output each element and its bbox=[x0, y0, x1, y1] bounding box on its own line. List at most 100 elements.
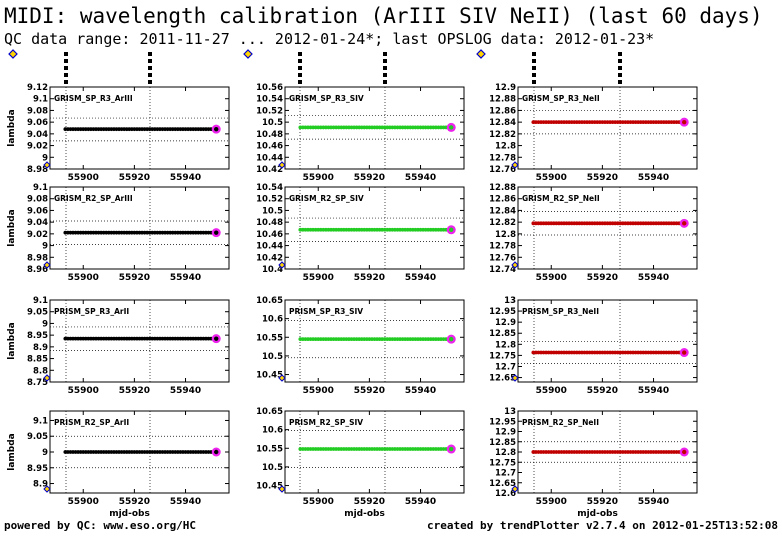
last-data-point-core bbox=[682, 350, 687, 355]
y-tick-label: 10.46 bbox=[256, 142, 283, 152]
panel-label: GRISM_R2_SP_SIV bbox=[289, 194, 364, 203]
last-data-point-core bbox=[449, 446, 454, 452]
y-tick-label: 10.5 bbox=[262, 352, 283, 362]
y-tick-label: 10.42 bbox=[256, 253, 283, 263]
y-tick-label: 12.84 bbox=[489, 118, 516, 128]
top-tick-marker bbox=[64, 80, 68, 84]
y-tick-label: 9 bbox=[42, 319, 48, 329]
x-tick-label: 55940 bbox=[638, 497, 669, 507]
x-tick-label: 55940 bbox=[170, 386, 201, 396]
plot-frame bbox=[49, 186, 230, 270]
x-tick-label: 55900 bbox=[68, 273, 99, 283]
y-tick-label: 8.85 bbox=[27, 355, 48, 365]
y-tick-label: 10.52 bbox=[256, 195, 283, 205]
y-tick-label: 12.88 bbox=[489, 95, 516, 105]
x-tick-label: 55920 bbox=[587, 173, 618, 183]
y-tick-label: 9 bbox=[42, 242, 48, 252]
x-axis-label: mjd-obs bbox=[344, 509, 385, 519]
x-tick-label: 55940 bbox=[638, 173, 669, 183]
y-tick-label: 10.52 bbox=[256, 106, 283, 116]
last-data-point-core bbox=[449, 336, 454, 342]
y-tick-label: 10.42 bbox=[256, 165, 283, 175]
footer-generator: created by trendPlotter v2.7.4 on 2012-0… bbox=[427, 519, 778, 532]
y-tick-label: 8.98 bbox=[27, 165, 48, 175]
y-tick-label: 9.06 bbox=[27, 118, 48, 128]
top-tick-marker bbox=[64, 66, 68, 70]
top-tick-marker bbox=[298, 52, 302, 56]
y-tick-label: 8.96 bbox=[27, 265, 48, 275]
y-tick-label: 10.44 bbox=[256, 153, 283, 163]
y-tick-label: 12.75 bbox=[489, 351, 516, 361]
y-tick-label: 10.5 bbox=[262, 463, 283, 473]
panel-label: GRISM_SP_R3_ArIII bbox=[54, 94, 133, 103]
x-tick-label: 55920 bbox=[354, 173, 385, 183]
top-tick-marker bbox=[148, 80, 152, 84]
x-tick-label: 55920 bbox=[587, 273, 618, 283]
x-tick-label: 55940 bbox=[170, 497, 201, 507]
top-tick-marker bbox=[383, 73, 387, 77]
subplot: 9.12 9.19.08 9.06 9.04 9.029 8.98 55900 55920 55… bbox=[7, 83, 230, 183]
y-tick-label: 8.75 bbox=[27, 378, 48, 388]
top-tick-marker bbox=[298, 73, 302, 77]
outlier-marker bbox=[511, 161, 519, 169]
y-tick-label: 12.9 bbox=[495, 83, 516, 93]
y-tick-label: 12.85 bbox=[489, 329, 516, 339]
y-tick-label: 10.48 bbox=[256, 218, 283, 228]
last-data-point-core bbox=[214, 230, 219, 235]
top-tick-marker bbox=[298, 66, 302, 70]
y-tick-label: 9.05 bbox=[27, 308, 48, 318]
y-tick-label: 8.95 bbox=[27, 464, 48, 474]
top-tick-marker bbox=[383, 80, 387, 84]
y-tick-label: 9.05 bbox=[27, 432, 48, 442]
y-tick-label: 12.78 bbox=[489, 242, 516, 252]
outlier-marker bbox=[43, 374, 51, 382]
y-tick-label: 12.7 bbox=[495, 362, 516, 372]
y-tick-label: 9.04 bbox=[27, 218, 48, 228]
top-tick-marker bbox=[618, 59, 622, 63]
y-tick-label: 10.54 bbox=[256, 95, 283, 105]
x-tick-label: 55900 bbox=[536, 273, 567, 283]
y-tick-label: 12.75 bbox=[489, 458, 516, 468]
y-tick-label: 9.02 bbox=[27, 142, 48, 152]
y-tick-label: 13 bbox=[504, 407, 516, 417]
top-tick-marker bbox=[618, 80, 622, 84]
top-tick-marker bbox=[383, 52, 387, 56]
panel-label: PRISM_R2_SP_ArII bbox=[54, 418, 129, 427]
subplot: 10.65 10.6 10.55 10.5 10.45 55900 55920 55940 PR… bbox=[256, 296, 465, 396]
y-tick-label: 9.08 bbox=[27, 195, 48, 205]
y-tick-label: 12.86 bbox=[489, 195, 516, 205]
x-tick-label: 55920 bbox=[119, 386, 150, 396]
y-tick-label: 9.04 bbox=[27, 130, 48, 140]
y-tick-label: 8.9 bbox=[33, 480, 48, 490]
outlier-marker bbox=[278, 261, 286, 269]
x-tick-label: 55940 bbox=[405, 497, 436, 507]
panel-label: GRISM_SP_R3_NeII bbox=[522, 94, 600, 103]
top-tick-marker bbox=[618, 66, 622, 70]
subplot: 9.1 9.059 8.95 8.9 8.858.8 8.75 55900 55920 5594… bbox=[7, 296, 230, 396]
y-tick-label: 12.74 bbox=[489, 265, 516, 275]
y-tick-label: 12.78 bbox=[489, 153, 516, 163]
top-tick-marker bbox=[148, 73, 152, 77]
top-tick-marker bbox=[64, 73, 68, 77]
subplot: 9.1 9.05 9 8.95 8.9 55900 55920 55940 PRISM_R2_S… bbox=[7, 410, 230, 519]
last-data-point-core bbox=[449, 227, 454, 232]
y-tick-label: 12.76 bbox=[489, 253, 516, 263]
x-tick-label: 55900 bbox=[303, 173, 334, 183]
top-tick-marker bbox=[383, 66, 387, 70]
y-tick-label: 12.9 bbox=[495, 318, 516, 328]
y-tick-label: 12.8 bbox=[495, 340, 516, 350]
outlier-marker bbox=[511, 374, 519, 382]
x-tick-label: 55940 bbox=[638, 273, 669, 283]
x-tick-label: 55900 bbox=[303, 386, 334, 396]
y-tick-label: 12.6 bbox=[495, 489, 516, 499]
y-axis-label: lambda bbox=[7, 109, 17, 147]
x-tick-label: 55940 bbox=[405, 386, 436, 396]
footer-credit: powered by QC: www.eso.org/HC bbox=[4, 519, 197, 532]
last-data-point-core bbox=[682, 119, 687, 125]
y-tick-label: 9.02 bbox=[27, 230, 48, 240]
top-tick-marker bbox=[532, 73, 536, 77]
top-tick-marker bbox=[148, 66, 152, 70]
y-tick-label: 10.55 bbox=[256, 333, 283, 343]
